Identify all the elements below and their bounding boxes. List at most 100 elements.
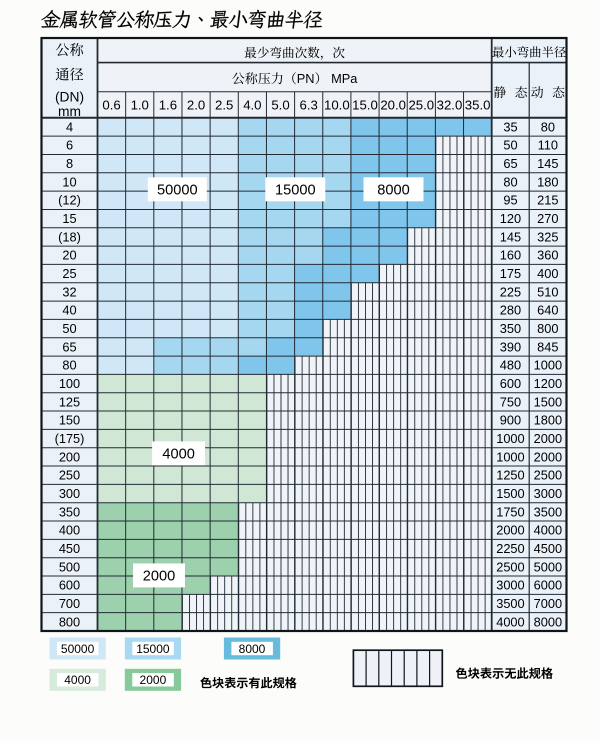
svg-text:50: 50 (503, 138, 517, 153)
svg-text:300: 300 (59, 486, 80, 501)
svg-text:2500: 2500 (496, 559, 524, 574)
svg-text:5.0: 5.0 (271, 97, 289, 112)
svg-text:4.0: 4.0 (243, 97, 261, 112)
svg-text:2.0: 2.0 (187, 97, 205, 112)
svg-text:20: 20 (62, 248, 76, 263)
svg-text:4000: 4000 (162, 447, 194, 463)
svg-text:145: 145 (500, 229, 521, 244)
svg-text:2500: 2500 (534, 468, 562, 483)
svg-text:180: 180 (537, 174, 558, 189)
svg-text:6000: 6000 (534, 578, 562, 593)
svg-text:8000: 8000 (377, 182, 409, 198)
svg-text:4: 4 (66, 119, 73, 134)
svg-text:35: 35 (503, 119, 517, 134)
svg-text:150: 150 (59, 413, 80, 428)
svg-text:32: 32 (62, 284, 76, 299)
svg-text:8: 8 (66, 156, 73, 171)
svg-text:80: 80 (62, 358, 76, 373)
svg-text:65: 65 (503, 156, 517, 171)
svg-text:4000: 4000 (496, 614, 524, 629)
svg-text:4500: 4500 (534, 541, 562, 556)
svg-text:400: 400 (537, 266, 558, 281)
svg-text:600: 600 (59, 578, 80, 593)
svg-text:32.0: 32.0 (437, 97, 463, 112)
svg-text:4000: 4000 (64, 673, 91, 687)
svg-text:80: 80 (503, 174, 517, 189)
svg-text:50: 50 (62, 321, 76, 336)
svg-text:145: 145 (537, 156, 558, 171)
svg-text:2000: 2000 (140, 673, 167, 687)
svg-text:390: 390 (500, 339, 521, 354)
svg-text:mm: mm (58, 104, 81, 119)
svg-text:3500: 3500 (496, 596, 524, 611)
svg-text:325: 325 (537, 229, 558, 244)
svg-text:1000: 1000 (534, 358, 562, 373)
svg-text:1000: 1000 (496, 431, 524, 446)
svg-text:1500: 1500 (496, 486, 524, 501)
svg-text:800: 800 (59, 614, 80, 629)
svg-text:280: 280 (500, 303, 521, 318)
svg-text:8000: 8000 (534, 614, 562, 629)
svg-text:225: 225 (500, 284, 521, 299)
svg-text:1000: 1000 (496, 449, 524, 464)
svg-text:50000: 50000 (61, 642, 95, 656)
svg-text:270: 270 (537, 211, 558, 226)
svg-text:20.0: 20.0 (380, 97, 406, 112)
svg-text:510: 510 (537, 284, 558, 299)
svg-text:640: 640 (537, 303, 558, 318)
svg-text:1250: 1250 (496, 468, 524, 483)
svg-text:(18): (18) (58, 229, 81, 244)
svg-text:2000: 2000 (143, 569, 175, 585)
svg-text:450: 450 (59, 541, 80, 556)
svg-text:750: 750 (500, 394, 521, 409)
svg-text:2000: 2000 (534, 449, 562, 464)
svg-text:8000: 8000 (239, 642, 266, 656)
svg-text:500: 500 (59, 559, 80, 574)
svg-text:1500: 1500 (534, 394, 562, 409)
svg-text:40: 40 (62, 303, 76, 318)
svg-text:PN: PN (297, 71, 315, 86)
svg-text:2000: 2000 (496, 523, 524, 538)
svg-text:1750: 1750 (496, 504, 524, 519)
svg-text:360: 360 (537, 248, 558, 263)
svg-text:845: 845 (537, 339, 558, 354)
svg-text:(DN): (DN) (55, 90, 84, 105)
svg-text:600: 600 (500, 376, 521, 391)
svg-text:110: 110 (538, 138, 558, 153)
svg-text:4000: 4000 (534, 523, 562, 538)
svg-text:100: 100 (59, 376, 80, 391)
svg-text:480: 480 (500, 358, 521, 373)
svg-text:6.3: 6.3 (300, 97, 318, 112)
svg-text:400: 400 (59, 523, 80, 538)
svg-text:(12): (12) (58, 193, 81, 208)
svg-text:125: 125 (59, 394, 80, 409)
svg-text:1.0: 1.0 (131, 97, 149, 112)
svg-text:0.6: 0.6 (102, 97, 120, 112)
svg-text:3000: 3000 (496, 578, 524, 593)
svg-text:MPa: MPa (331, 71, 358, 86)
svg-text:250: 250 (59, 468, 80, 483)
svg-text:15000: 15000 (275, 182, 316, 198)
svg-text:5000: 5000 (534, 559, 562, 574)
svg-text:120: 120 (500, 211, 521, 226)
svg-text:350: 350 (59, 504, 80, 519)
svg-text:900: 900 (500, 413, 521, 428)
svg-text:1200: 1200 (534, 376, 562, 391)
svg-text:6: 6 (66, 138, 73, 153)
svg-text:700: 700 (59, 596, 80, 611)
svg-text:200: 200 (59, 449, 80, 464)
svg-text:10.0: 10.0 (324, 97, 350, 112)
svg-text:2250: 2250 (496, 541, 524, 556)
svg-text:65: 65 (62, 339, 76, 354)
svg-text:160: 160 (500, 248, 521, 263)
svg-text:25: 25 (62, 266, 76, 281)
svg-text:80: 80 (541, 119, 555, 134)
svg-text:10: 10 (62, 174, 76, 189)
svg-text:3000: 3000 (534, 486, 562, 501)
svg-text:2000: 2000 (534, 431, 562, 446)
svg-text:95: 95 (503, 193, 517, 208)
svg-text:800: 800 (537, 321, 558, 336)
svg-text:25.0: 25.0 (408, 97, 434, 112)
svg-text:3500: 3500 (534, 504, 562, 519)
svg-text:15: 15 (62, 211, 76, 226)
